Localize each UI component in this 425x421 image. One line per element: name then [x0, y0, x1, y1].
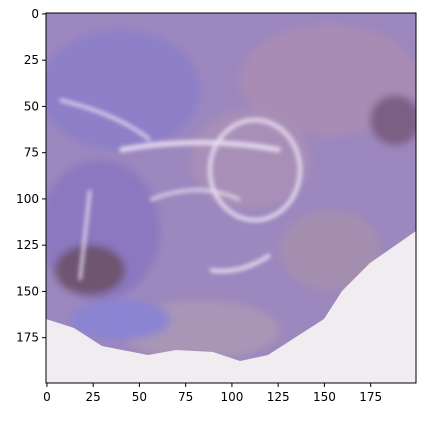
x-tick-label: 25 [86, 390, 101, 404]
x-tick-label: 0 [43, 390, 51, 404]
y-tick-label: 0 [31, 7, 39, 21]
y-tick-label: 150 [16, 284, 39, 298]
x-tick-label: 150 [313, 390, 336, 404]
y-tick-label: 75 [24, 146, 39, 160]
y-tick-label: 175 [16, 331, 39, 345]
y-tick-label: 25 [24, 53, 39, 67]
x-tick-label: 50 [132, 390, 147, 404]
x-tick-label: 175 [359, 390, 382, 404]
y-tick-label: 125 [16, 238, 39, 252]
x-tick-label: 75 [178, 390, 193, 404]
y-tick-label: 100 [16, 192, 39, 206]
x-tick-label: 125 [267, 390, 290, 404]
image [46, 13, 416, 383]
axes-frame [45, 12, 417, 384]
x-tick-label: 100 [220, 390, 243, 404]
background [46, 231, 416, 383]
y-tick-label: 50 [24, 99, 39, 113]
